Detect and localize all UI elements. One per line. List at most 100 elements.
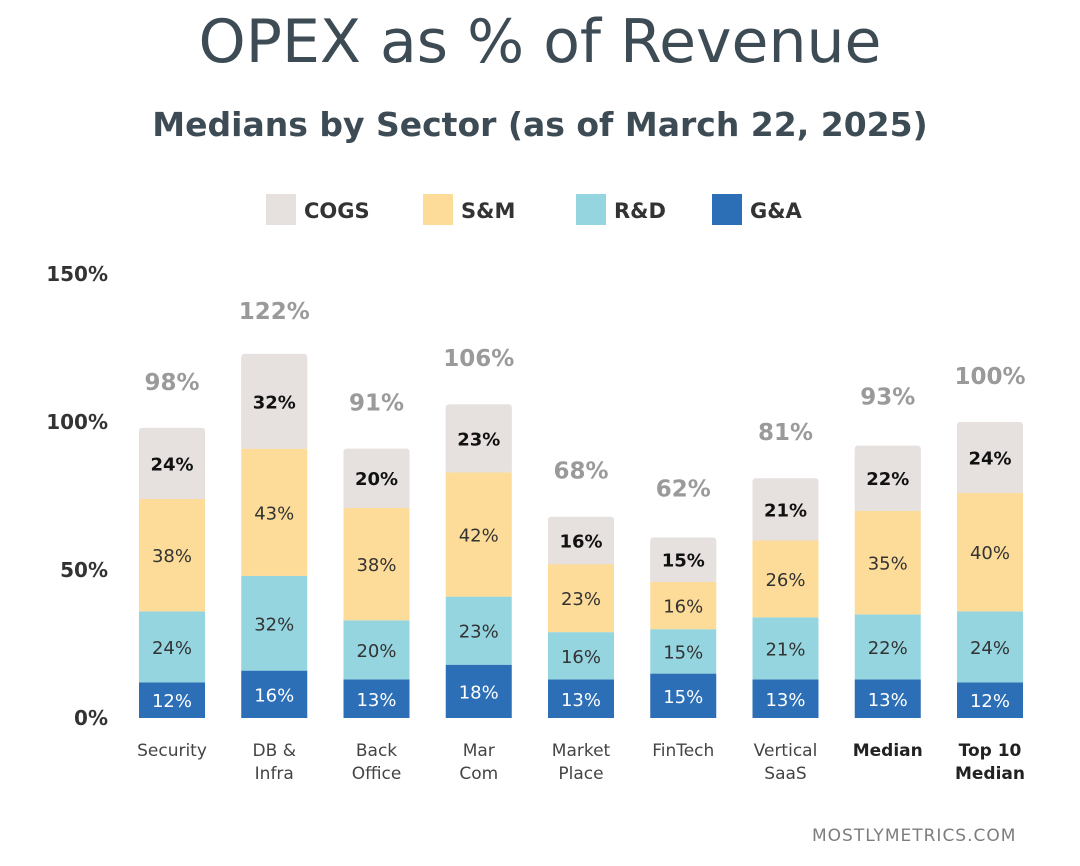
bar-group-market-place: 13% 16% 23% 16% 68%: [548, 459, 614, 718]
total-label: 91%: [349, 391, 404, 417]
x-tick-label: FinTech: [652, 741, 714, 761]
bar-segment-randd: [139, 611, 205, 683]
bar-group-db-and-infra: 16% 32% 43% 32% 122%: [239, 299, 310, 718]
bar-group-mar-com: 18% 23% 42% 23% 106%: [443, 346, 514, 718]
bar-segment-ganda: [752, 679, 819, 718]
bar-segment-fill-cogs: [139, 431, 205, 499]
legend-label-cogs: COGS: [304, 199, 370, 223]
bar-segment-sandm: [548, 564, 614, 633]
x-tick-label: Security: [137, 741, 207, 761]
bar-segment-ganda: [548, 679, 614, 718]
bar-segment-fill-cogs: [957, 426, 1023, 494]
data-label-ganda: 15%: [663, 687, 703, 708]
legend-swatch-randd: [576, 194, 606, 225]
bar-segment-fill-cogs: [854, 449, 921, 511]
bar-segment-fill-cogs: [548, 520, 614, 565]
x-tick-label: DB &: [253, 741, 296, 761]
bar-segment-ganda: [957, 682, 1023, 718]
data-label-ganda: 16%: [254, 685, 294, 706]
data-label-sandm: 35%: [868, 554, 908, 575]
bar-segment-randd: [650, 629, 717, 674]
bar-segment-sandm: [241, 448, 308, 576]
x-tick-label: Infra: [255, 764, 294, 784]
data-label-randd: 24%: [152, 638, 192, 659]
data-label-cogs: 15%: [662, 551, 705, 572]
y-tick-label: 50%: [60, 558, 108, 582]
total-label: 81%: [758, 420, 813, 446]
bar-area: 12% 24% 38% 24% 98% 16% 32% 43% 32% 122% 13% 20% 38%…: [139, 299, 1026, 718]
data-label-randd: 15%: [663, 642, 703, 663]
legend-label-sandm: S&M: [461, 199, 515, 223]
x-tick-label: Median: [853, 741, 923, 761]
bar-segment-ganda: [854, 679, 921, 718]
bar-segment-randd: [548, 632, 614, 680]
bar-segment-randd: [241, 575, 308, 671]
data-label-cogs: 23%: [457, 429, 500, 450]
data-label-ganda: 13%: [868, 690, 908, 711]
data-label-ganda: 13%: [561, 690, 601, 711]
data-label-ganda: 12%: [152, 691, 192, 712]
data-label-randd: 22%: [868, 638, 908, 659]
total-label: 68%: [553, 459, 608, 485]
total-label: 62%: [656, 476, 711, 502]
bar-segment-fill-cogs: [241, 357, 308, 449]
bar-segment-randd: [445, 596, 512, 665]
bar-segment-fill-cogs: [752, 482, 819, 541]
bar-group-median: 13% 22% 35% 22% 93%: [854, 385, 921, 718]
legend-swatch-sandm: [423, 194, 453, 225]
total-label: 122%: [239, 299, 310, 325]
bar-segment-sandm: [139, 498, 205, 612]
x-tick-label: Place: [558, 764, 603, 784]
data-label-randd: 16%: [561, 647, 601, 668]
data-label-sandm: 43%: [254, 503, 294, 524]
legend-label-ganda: G&A: [750, 199, 803, 223]
bar-segment-sandm: [445, 472, 512, 597]
bar-segment-fill-cogs: [445, 408, 512, 473]
legend-item-sandm: S&M: [423, 194, 515, 225]
data-label-sandm: 38%: [356, 555, 396, 576]
data-label-cogs: 20%: [355, 469, 398, 490]
bar-segment-sandm: [650, 581, 717, 630]
data-label-cogs: 22%: [866, 469, 909, 490]
x-tick-label: Top 10: [959, 741, 1022, 761]
bar-segment-ganda: [241, 670, 308, 718]
data-label-sandm: 40%: [970, 543, 1010, 564]
data-label-randd: 20%: [356, 641, 396, 662]
y-axis: 0% 50% 100% 150%: [46, 262, 108, 730]
x-tick-label: Back: [356, 741, 397, 761]
data-label-randd: 24%: [970, 638, 1010, 659]
legend-swatch-cogs: [266, 194, 296, 225]
x-tick-label: SaaS: [764, 764, 806, 784]
bar-segment-ganda: [343, 679, 410, 718]
bar-group-security: 12% 24% 38% 24% 98%: [139, 370, 205, 718]
x-tick-label: Office: [352, 764, 402, 784]
legend-item-randd: R&D: [576, 194, 666, 225]
bar-segment-randd: [957, 611, 1023, 683]
data-label-cogs: 32%: [253, 392, 296, 413]
data-label-ganda: 12%: [970, 691, 1010, 712]
bar-segment-randd: [752, 617, 819, 680]
data-label-cogs: 24%: [968, 449, 1011, 470]
x-tick-label: Com: [459, 764, 498, 784]
bar-group-vertical-saas: 13% 21% 26% 21% 81%: [752, 420, 819, 718]
bar-segment-randd: [343, 620, 410, 680]
y-tick-label: 0%: [74, 706, 108, 730]
legend-item-cogs: COGS: [266, 194, 370, 225]
bar-segment-fill-cogs: [343, 452, 410, 508]
bar-segment-sandm: [752, 540, 819, 618]
legend-swatch-ganda: [712, 194, 742, 225]
data-label-sandm: 26%: [765, 570, 805, 591]
bar-segment-fill-cogs: [650, 541, 717, 582]
bar-segment-randd: [854, 614, 921, 680]
legend-item-ganda: G&A: [712, 194, 803, 225]
x-tick-label: Market: [552, 741, 611, 761]
bar-group-fintech: 15% 15% 16% 15% 62%: [650, 476, 717, 718]
bar-segment-ganda: [650, 673, 717, 718]
data-label-sandm: 16%: [663, 597, 703, 618]
data-label-cogs: 21%: [764, 500, 807, 521]
bar-segment-sandm: [957, 493, 1023, 612]
data-label-ganda: 18%: [459, 682, 499, 703]
total-label: 106%: [443, 346, 514, 372]
x-tick-label: Vertical: [754, 741, 818, 761]
